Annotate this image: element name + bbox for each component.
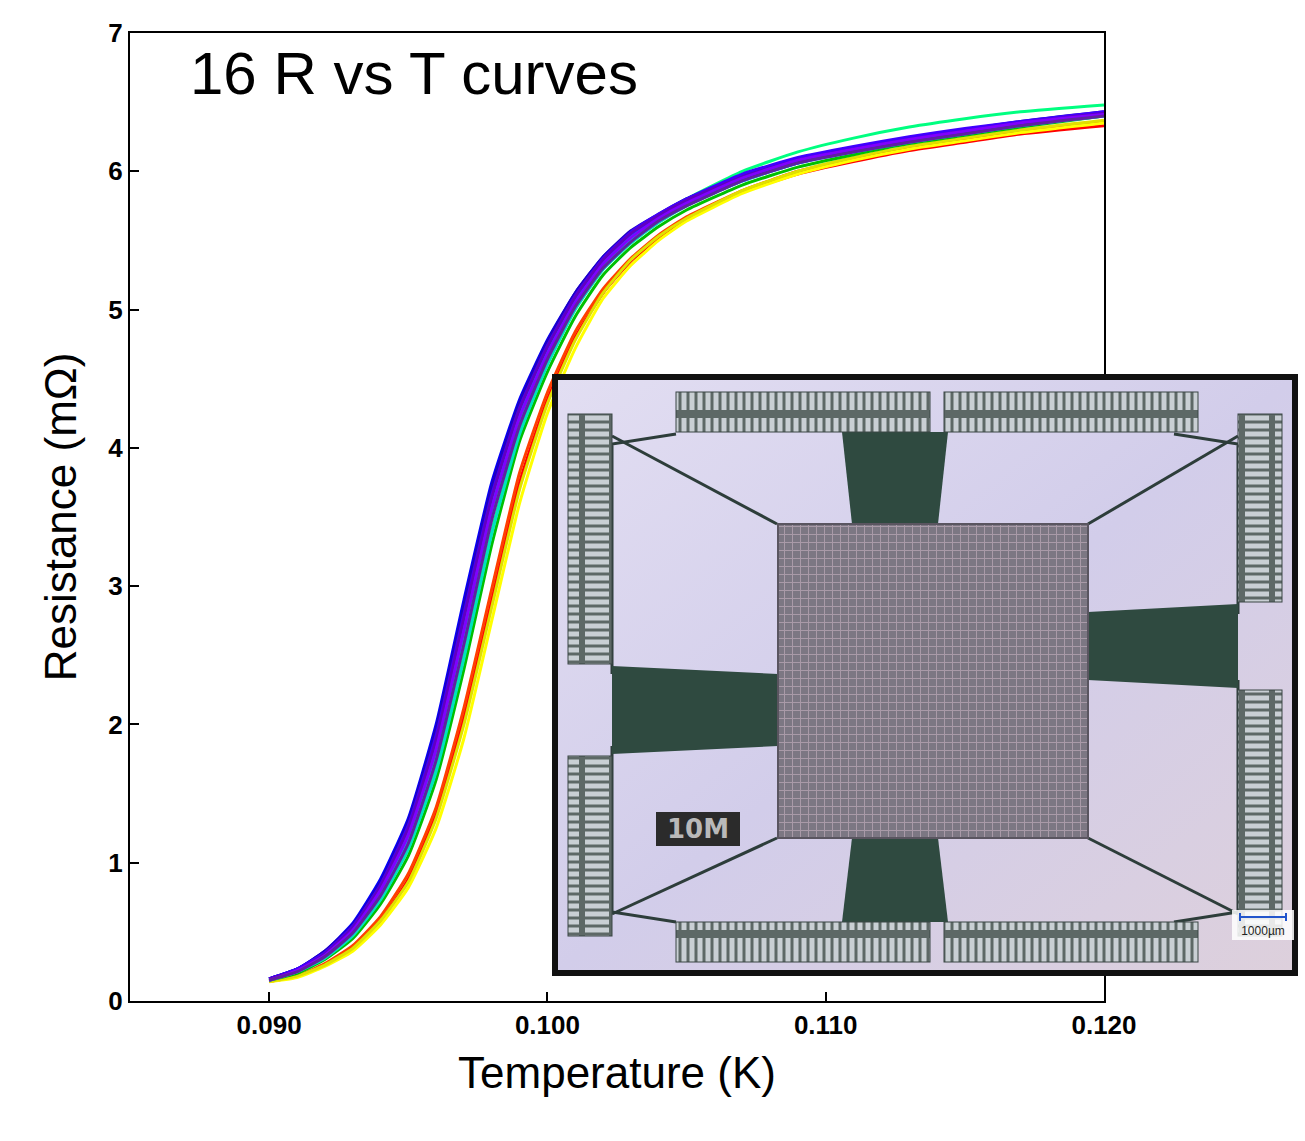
svg-text:Temperature (K): Temperature (K) — [458, 1048, 776, 1097]
svg-text:2: 2 — [108, 710, 122, 740]
svg-text:0.120: 0.120 — [1071, 1010, 1136, 1040]
svg-text:6: 6 — [108, 156, 122, 186]
svg-text:4: 4 — [108, 433, 123, 463]
svg-text:0.090: 0.090 — [237, 1010, 302, 1040]
svg-text:0.110: 0.110 — [794, 1010, 858, 1040]
svg-text:Resistance (mΩ): Resistance (mΩ) — [36, 353, 85, 682]
svg-text:1: 1 — [108, 848, 122, 878]
svg-text:0: 0 — [108, 986, 122, 1016]
svg-text:5: 5 — [108, 295, 122, 325]
svg-text:7: 7 — [108, 18, 122, 48]
svg-text:1000µm: 1000µm — [1241, 924, 1285, 938]
svg-text:16 R vs T curves: 16 R vs T curves — [190, 40, 638, 107]
svg-text:0.100: 0.100 — [515, 1010, 580, 1040]
svg-text:10M: 10M — [667, 814, 729, 844]
svg-text:3: 3 — [108, 571, 122, 601]
